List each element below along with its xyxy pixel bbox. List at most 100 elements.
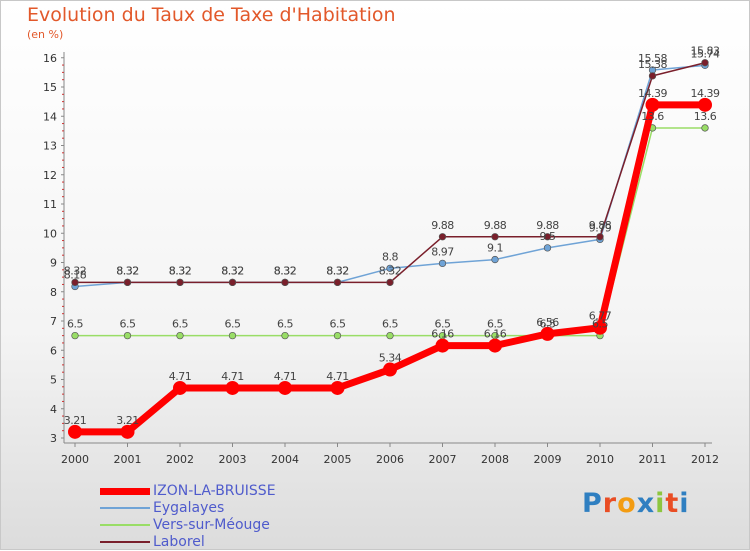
data-label: 6.5 [435,318,451,331]
legend-swatch [100,487,150,495]
data-label: 6.5 [487,318,503,331]
logo-letter: o [617,488,637,519]
y-tick-label: 10 [43,227,57,240]
data-point [228,278,237,287]
data-point [438,233,447,241]
data-label: 13.6 [641,110,664,123]
logo-letter: t [665,488,680,519]
data-label: 6.5 [67,318,83,331]
data-label: 9.1 [487,242,503,255]
x-tick-label: 2002 [166,453,194,466]
data-label: 15.58 [638,52,667,65]
data-point [540,326,555,341]
x-tick-label: 2005 [324,453,352,466]
data-label: 13.6 [694,110,717,123]
legend-item: Eygalayes [100,500,420,517]
data-label: 8.32 [169,264,192,277]
x-tick-label: 2006 [376,453,404,466]
data-point [386,331,394,340]
data-label: 8.32 [169,264,192,277]
chart-title: Evolution du Taux de Taxe d'Habitation [27,4,396,26]
data-label: 14.39 [691,87,720,100]
chart-legend: IZON-LA-BRUISSE Eygalayes Vers-sur-Méouge L… [100,483,420,551]
data-label: 8.32 [274,264,297,277]
data-label: 4.71 [221,370,244,383]
data-point [645,97,660,112]
data-point [281,331,289,340]
data-label: 6.5 [172,318,188,331]
y-tick-label: 15 [43,81,57,94]
data-label: 6.16 [484,328,507,341]
data-label: 15.83 [691,45,720,58]
legend-item: IZON-LA-BRUISSE [100,483,420,500]
data-point [333,278,342,287]
data-point [281,278,289,287]
x-tick-label: 2008 [481,453,509,466]
data-label: 9.88 [484,219,507,232]
data-point [71,331,79,340]
data-point [438,259,447,268]
y-tick-label: 4 [50,403,57,416]
data-label: 8.32 [379,264,402,277]
data-label: 9.88 [536,219,559,232]
data-label: 6.5 [277,318,293,331]
data-label: 8.32 [221,264,244,277]
legend-label: Vers-sur-Méouge [153,517,270,533]
data-label: 6.77 [589,310,612,323]
data-label: 4.71 [274,370,297,383]
data-label: 3.21 [116,414,139,427]
data-label: 5.34 [379,352,402,365]
unit-label: (en %) [27,28,64,41]
data-label: 6.5 [225,318,241,331]
data-point [278,380,292,395]
logo-letter: P [582,488,603,519]
logo-letter: i [655,488,666,519]
y-tick-label: 9 [50,257,57,270]
data-label: 14.39 [638,87,667,100]
data-point [491,233,499,241]
y-tick-label: 8 [50,286,57,299]
y-tick-label: 11 [43,198,57,211]
data-label: 6.56 [536,316,559,329]
legend-item: Laborel [100,534,420,551]
data-label: 8.8 [382,250,398,263]
data-label: 8.32 [116,264,139,277]
y-tick-label: 14 [43,110,57,123]
data-label: 9.79 [589,221,612,234]
data-point [228,331,237,340]
x-tick-label: 2011 [639,453,667,466]
data-label: 6.5 [540,318,556,331]
data-label: 4.71 [169,370,192,383]
data-point [543,244,552,252]
data-label: 6.5 [592,318,608,331]
x-tick-label: 2000 [61,453,89,466]
data-label: 9.88 [589,219,612,232]
legend-swatch [100,524,150,526]
data-point [173,380,187,395]
data-point [71,278,79,287]
data-point [386,264,394,273]
data-point [176,278,184,287]
legend-item: Vers-sur-Méouge [100,517,420,534]
x-tick-label: 2001 [114,453,142,466]
y-tick-label: 12 [43,169,57,182]
logo-letter: x [636,488,656,519]
y-tick-label: 7 [50,315,57,328]
legend-label: IZON-LA-BRUISSE [153,483,276,499]
data-label: 8.32 [326,264,349,277]
data-point [435,338,450,353]
x-tick-label: 2009 [534,453,562,466]
data-point [333,331,342,340]
data-point [123,278,132,287]
x-tick-label: 2010 [586,453,614,466]
data-point [225,380,240,395]
data-point [120,424,135,439]
data-label: 8.32 [221,264,244,277]
data-point [176,331,184,340]
data-point [698,97,712,112]
data-label: 9.5 [540,230,556,243]
y-tick-label: 16 [43,52,57,65]
data-label: 3.21 [64,414,87,427]
x-tick-label: 2003 [219,453,247,466]
